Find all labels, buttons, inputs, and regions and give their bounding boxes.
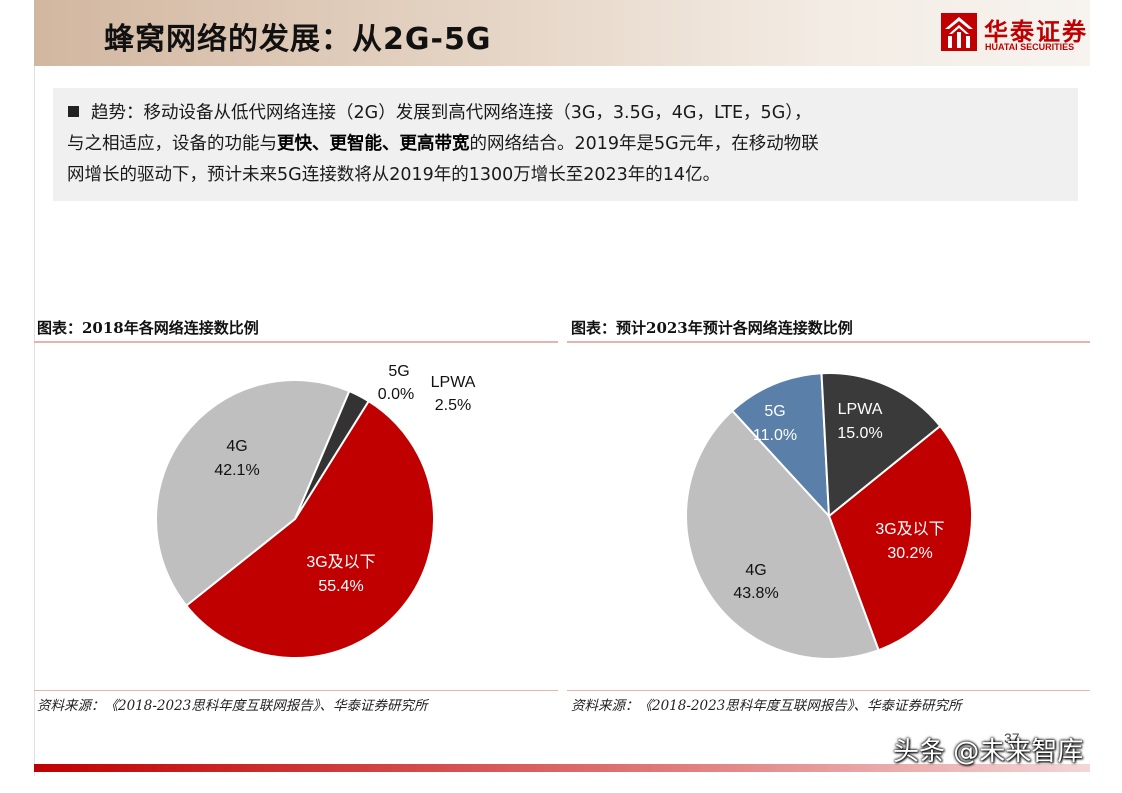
chart1-slice-4G <box>155 379 351 608</box>
chart2-slice-3G及以下 <box>827 424 973 652</box>
chart1-slice-3G及以下 <box>184 399 435 659</box>
logo-english: HUATAI SECURITIES <box>985 42 1075 52</box>
header-bar: 蜂窝网络的发展：从2G-5G 华泰证券 HUATAI SECURITIES <box>34 0 1090 66</box>
chart2-slice-LPWA <box>820 372 942 519</box>
chart2-label-name-LPWA: LPWA <box>838 401 883 418</box>
chart2-label-value-5G: 11.0% <box>753 427 797 444</box>
huatai-logo-icon <box>941 13 977 51</box>
summary-box: 趋势：移动设备从低代网络连接（2G）发展到高代网络连接（3G，3.5G，4G，L… <box>53 88 1078 201</box>
summary-text-1: 趋势：移动设备从低代网络连接（2G）发展到高代网络连接（3G，3.5G，4G，L… <box>91 103 812 123</box>
left-source-rule <box>34 690 558 691</box>
chart2-label-value-3G及以下: 30.2% <box>887 545 932 562</box>
watermark: 头条 @未来智库 <box>893 737 1084 767</box>
summary-line-2: 与之相适应，设备的功能与更快、更智能、更高带宽的网络结合。2019年是5G元年，… <box>67 129 1064 160</box>
left-chart-title: 图表：2018年各网络连接数比例 <box>37 319 259 337</box>
bottom-bar <box>34 764 1090 772</box>
left-chart-source: 资料来源：《2018-2023思科年度互联网报告》、华泰证券研究所 <box>37 698 428 714</box>
chart2-label-name-5G: 5G <box>764 403 785 420</box>
chart1-label-value-4G: 42.1% <box>214 462 259 479</box>
page-title: 蜂窝网络的发展：从2G-5G <box>104 22 492 57</box>
page-number: 37 <box>1004 730 1020 746</box>
right-chart-title: 图表：预计2023年预计各网络连接数比例 <box>571 319 853 337</box>
chart2-label-name-3G及以下: 3G及以下 <box>875 521 944 538</box>
summary-text-2a: 与之相适应，设备的功能与 <box>67 134 277 154</box>
right-source-rule <box>567 690 1090 691</box>
chart2-slice-4G <box>685 409 880 660</box>
chart1-slice-LPWA <box>294 389 371 520</box>
chart2-label-name-4G: 4G <box>745 562 766 579</box>
chart2-label-value-4G: 43.8% <box>733 585 778 602</box>
left-divider <box>34 66 35 776</box>
summary-text-2b: 的网络结合。2019年是5G元年，在移动物联 <box>469 134 819 154</box>
huatai-logo: 华泰证券 HUATAI SECURITIES <box>940 12 1110 56</box>
chart1-label-name-4G: 4G <box>226 438 247 455</box>
chart1-label-name-5G: 5G <box>388 363 409 380</box>
chart1-label-name-LPWA: LPWA <box>431 374 476 391</box>
logo-chinese: 华泰证券 <box>984 18 1088 46</box>
summary-line-1: 趋势：移动设备从低代网络连接（2G）发展到高代网络连接（3G，3.5G，4G，L… <box>67 98 1064 129</box>
chart1-label-value-3G及以下: 55.4% <box>318 578 363 595</box>
bullet-square-icon <box>68 106 79 117</box>
left-chart-rule <box>34 341 558 343</box>
summary-line-3: 网增长的驱动下，预计未来5G连接数将从2019年的1300万增长至2023年的1… <box>67 165 721 185</box>
summary-text-2-bold: 更快、更智能、更高带宽 <box>277 134 470 154</box>
chart1-label-name-3G及以下: 3G及以下 <box>306 554 375 571</box>
right-chart-rule <box>567 341 1090 343</box>
chart1-label-value-5G: 0.0% <box>378 386 414 403</box>
chart2-slice-5G <box>730 372 831 519</box>
chart1-label-value-LPWA: 2.5% <box>435 397 471 414</box>
right-chart-source: 资料来源：《2018-2023思科年度互联网报告》、华泰证券研究所 <box>571 698 962 714</box>
chart2-label-value-LPWA: 15.0% <box>837 425 882 442</box>
